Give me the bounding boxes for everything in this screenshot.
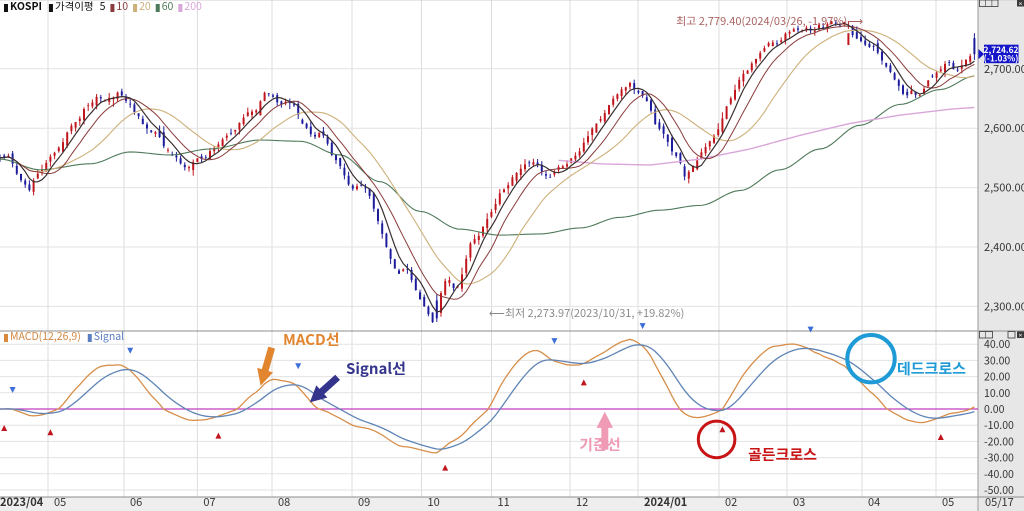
svg-text:2,300.00: 2,300.00 bbox=[984, 298, 1024, 314]
svg-text:20.00: 20.00 bbox=[984, 370, 1010, 385]
svg-text:10: 10 bbox=[428, 494, 440, 510]
svg-text:02: 02 bbox=[725, 494, 737, 510]
svg-text:가격이평: 가격이평 bbox=[55, 0, 94, 14]
svg-text:최고 2,779.40(2024/03/26, -1.9: 최고 2,779.40(2024/03/26, -1.97%)⟶ bbox=[676, 13, 863, 29]
svg-text:⟵최저 2,273.97(2023/10/31, +19: ⟵최저 2,273.97(2023/10/31, +19.82%) bbox=[489, 305, 684, 321]
svg-text:(-1.03%): (-1.03%) bbox=[984, 53, 1019, 65]
svg-text:5: 5 bbox=[100, 0, 106, 14]
svg-text:-10.00: -10.00 bbox=[984, 418, 1014, 433]
svg-text:06: 06 bbox=[130, 494, 142, 510]
svg-text:-30.00: -30.00 bbox=[984, 451, 1014, 466]
svg-text:09: 09 bbox=[358, 494, 370, 510]
svg-text:KOSPI: KOSPI bbox=[10, 0, 42, 14]
svg-text:골든크로스: 골든크로스 bbox=[748, 444, 817, 465]
svg-text:데드크로스: 데드크로스 bbox=[897, 358, 966, 379]
svg-text:200: 200 bbox=[184, 0, 202, 14]
svg-text:-40.00: -40.00 bbox=[984, 467, 1014, 482]
svg-text:07: 07 bbox=[203, 494, 215, 510]
svg-text:40.00: 40.00 bbox=[984, 337, 1010, 352]
svg-text:2023/04: 2023/04 bbox=[0, 494, 44, 510]
svg-text:11: 11 bbox=[498, 494, 510, 510]
svg-text:08: 08 bbox=[278, 494, 290, 510]
svg-text:MACD선: MACD선 bbox=[283, 329, 340, 350]
svg-text:05: 05 bbox=[54, 494, 66, 510]
svg-text:30.00: 30.00 bbox=[984, 353, 1010, 368]
svg-text:0.00: 0.00 bbox=[984, 402, 1005, 417]
svg-text:✕: ✕ bbox=[1018, 332, 1022, 339]
svg-text:60: 60 bbox=[162, 0, 174, 14]
svg-text:2,400.00: 2,400.00 bbox=[984, 239, 1024, 255]
svg-text:10: 10 bbox=[116, 0, 128, 14]
svg-text:MACD(12,26,9): MACD(12,26,9) bbox=[10, 329, 81, 344]
svg-text:2024/01: 2024/01 bbox=[644, 494, 687, 510]
svg-text:04: 04 bbox=[868, 494, 880, 510]
svg-text:-20.00: -20.00 bbox=[984, 434, 1014, 449]
svg-text:Signal선: Signal선 bbox=[346, 358, 406, 379]
svg-text:12: 12 bbox=[576, 494, 588, 510]
svg-text:05: 05 bbox=[942, 494, 954, 510]
svg-text:✕: ✕ bbox=[1018, 0, 1022, 7]
svg-text:10.00: 10.00 bbox=[984, 386, 1010, 401]
svg-text:2,500.00: 2,500.00 bbox=[984, 180, 1024, 196]
svg-text:05/17: 05/17 bbox=[985, 494, 1014, 510]
svg-text:20: 20 bbox=[139, 0, 151, 14]
svg-text:Signal: Signal bbox=[94, 329, 124, 344]
svg-text:2,600.00: 2,600.00 bbox=[984, 120, 1024, 136]
svg-text:03: 03 bbox=[793, 494, 805, 510]
svg-text:기준선: 기준선 bbox=[579, 434, 620, 455]
